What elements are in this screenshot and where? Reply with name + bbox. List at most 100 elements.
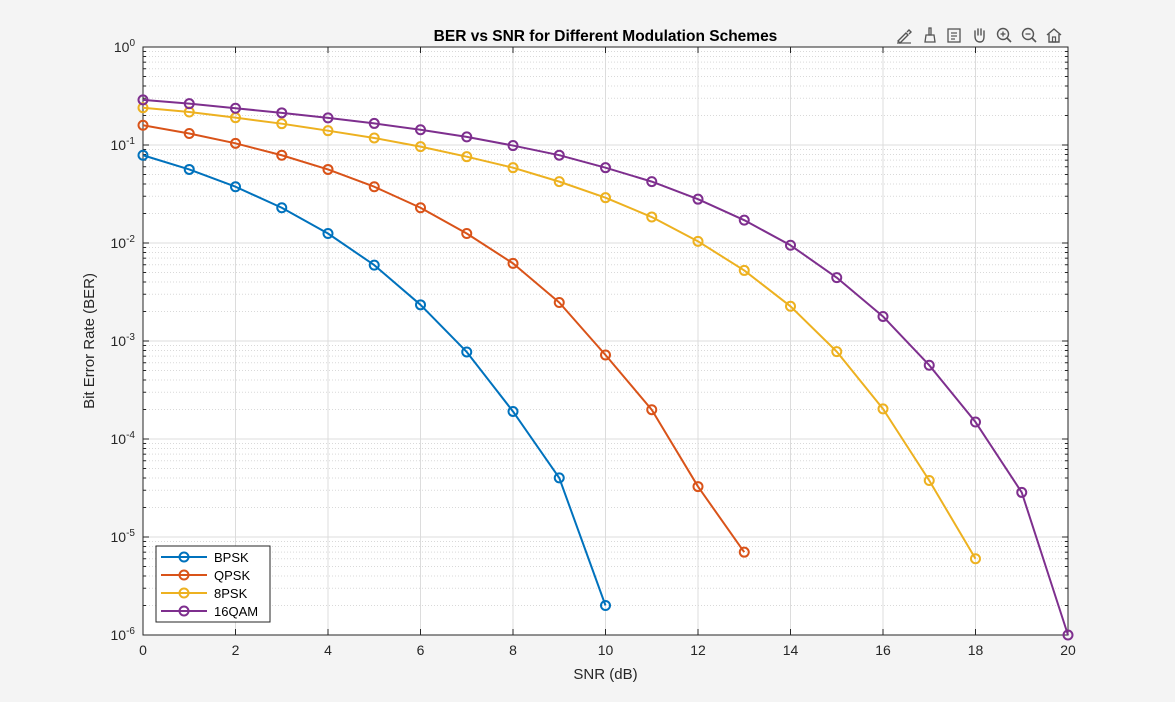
y-tick-label: 10-6	[111, 626, 136, 643]
brush-button[interactable]	[918, 24, 940, 46]
data-point-16qam[interactable]	[785, 239, 796, 251]
data-point-bpsk[interactable]	[600, 599, 611, 611]
data-point-qpsk[interactable]	[368, 181, 380, 193]
data-point-bpsk[interactable]	[368, 259, 380, 271]
data-point-qpsk[interactable]	[137, 119, 149, 131]
data-point-qpsk[interactable]	[738, 546, 750, 558]
series-qpsk	[137, 119, 750, 558]
pan-hand-button[interactable]	[968, 24, 990, 46]
legend-label-qpsk: QPSK	[214, 568, 250, 583]
y-tick-label: 100	[114, 38, 136, 55]
data-point-qpsk[interactable]	[646, 404, 658, 416]
data-point-16qam[interactable]	[368, 117, 380, 129]
x-tick-label: 2	[232, 642, 240, 658]
x-tick-label: 16	[875, 642, 891, 658]
data-point-8psk[interactable]	[646, 211, 658, 223]
data-point-8psk[interactable]	[507, 162, 519, 174]
data-point-16qam[interactable]	[738, 214, 750, 226]
data-point-16qam[interactable]	[461, 131, 473, 143]
data-point-bpsk[interactable]	[553, 472, 565, 484]
legend-marker-16qam	[178, 605, 190, 617]
legend[interactable]: BPSK QPSK 8PSK 16QAM	[155, 545, 271, 623]
series-16qam	[137, 94, 1074, 641]
data-point-qpsk[interactable]	[322, 163, 334, 175]
data-point-bpsk[interactable]	[276, 202, 288, 214]
data-point-qpsk[interactable]	[230, 137, 241, 149]
data-point-qpsk[interactable]	[553, 297, 565, 309]
data-point-bpsk[interactable]	[322, 228, 334, 240]
legend-marker-8psk	[178, 587, 190, 599]
data-point-qpsk[interactable]	[461, 228, 473, 240]
y-tick-labels: 100 10-1 10-2 10-3 10-4 10-5 10-6	[111, 38, 136, 643]
legend-marker-bpsk	[178, 551, 190, 563]
data-cursor-button[interactable]	[943, 24, 965, 46]
data-point-bpsk[interactable]	[183, 163, 195, 175]
data-point-qpsk[interactable]	[276, 149, 288, 161]
data-point-16qam[interactable]	[692, 193, 704, 205]
x-tick-label: 18	[968, 642, 984, 658]
data-point-16qam[interactable]	[507, 140, 519, 152]
series-line-8psk	[142, 106, 977, 560]
data-point-qpsk[interactable]	[692, 481, 704, 493]
data-point-8psk[interactable]	[553, 176, 565, 188]
pan-hand-icon	[974, 28, 985, 43]
data-point-16qam[interactable]	[923, 359, 935, 371]
data-point-8psk[interactable]	[831, 346, 843, 358]
data-point-8psk[interactable]	[738, 264, 750, 276]
data-point-16qam[interactable]	[600, 162, 611, 174]
data-point-8psk[interactable]	[276, 118, 288, 130]
data-point-8psk[interactable]	[877, 403, 889, 415]
x-tick-label: 4	[324, 642, 332, 658]
data-point-8psk[interactable]	[600, 192, 611, 204]
data-point-8psk[interactable]	[368, 132, 380, 144]
data-point-16qam[interactable]	[831, 272, 843, 284]
data-point-16qam[interactable]	[137, 94, 149, 106]
data-point-8psk[interactable]	[923, 475, 935, 487]
data-point-bpsk[interactable]	[415, 299, 426, 311]
chart-title: BER vs SNR for Different Modulation Sche…	[434, 28, 778, 45]
data-point-16qam[interactable]	[970, 416, 981, 428]
data-point-16qam[interactable]	[276, 107, 288, 119]
edit-data-tips-icon	[897, 29, 912, 44]
data-point-16qam[interactable]	[646, 176, 658, 188]
data-point-qpsk[interactable]	[600, 349, 611, 361]
data-point-16qam[interactable]	[877, 310, 889, 322]
data-point-bpsk[interactable]	[507, 405, 519, 417]
data-point-16qam[interactable]	[230, 102, 241, 114]
data-cursor-icon	[947, 28, 961, 43]
x-tick-label: 12	[690, 642, 706, 658]
data-point-8psk[interactable]	[970, 553, 981, 565]
data-point-16qam[interactable]	[1062, 629, 1074, 641]
data-point-16qam[interactable]	[1016, 486, 1028, 498]
data-point-qpsk[interactable]	[415, 202, 426, 214]
series-line-bpsk	[142, 154, 607, 606]
series-bpsk	[137, 149, 611, 611]
brush-icon	[924, 27, 936, 43]
home-restore-icon	[1046, 28, 1062, 43]
zoom-out-icon	[1021, 27, 1037, 43]
data-point-16qam[interactable]	[415, 124, 426, 136]
data-point-16qam[interactable]	[322, 112, 334, 124]
series-layer	[137, 94, 1074, 641]
data-point-8psk[interactable]	[461, 151, 473, 163]
data-point-qpsk[interactable]	[183, 128, 195, 140]
data-point-8psk[interactable]	[322, 125, 334, 137]
home-restore-button[interactable]	[1043, 24, 1065, 46]
zoom-in-button[interactable]	[993, 24, 1015, 46]
data-point-8psk[interactable]	[415, 141, 426, 153]
data-point-bpsk[interactable]	[230, 181, 241, 193]
y-axis-label: Bit Error Rate (BER)	[81, 273, 98, 409]
data-point-8psk[interactable]	[692, 235, 704, 247]
data-point-16qam[interactable]	[553, 149, 565, 161]
edit-data-tips-button[interactable]	[893, 24, 915, 46]
x-tick-label: 6	[417, 642, 425, 658]
data-point-8psk[interactable]	[137, 102, 149, 114]
zoom-out-button[interactable]	[1018, 24, 1040, 46]
data-point-bpsk[interactable]	[461, 346, 473, 358]
data-point-16qam[interactable]	[183, 98, 195, 110]
data-point-8psk[interactable]	[785, 300, 796, 312]
data-point-qpsk[interactable]	[507, 257, 519, 269]
series-line-qpsk	[142, 124, 746, 553]
data-point-bpsk[interactable]	[137, 149, 149, 161]
